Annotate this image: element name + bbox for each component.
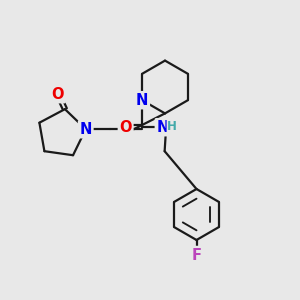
Text: F: F xyxy=(191,248,202,262)
Text: N: N xyxy=(80,122,92,137)
Text: H: H xyxy=(167,119,177,133)
Text: O: O xyxy=(52,87,64,102)
Text: O: O xyxy=(119,120,132,135)
Text: N: N xyxy=(156,120,169,135)
Text: N: N xyxy=(136,93,148,108)
